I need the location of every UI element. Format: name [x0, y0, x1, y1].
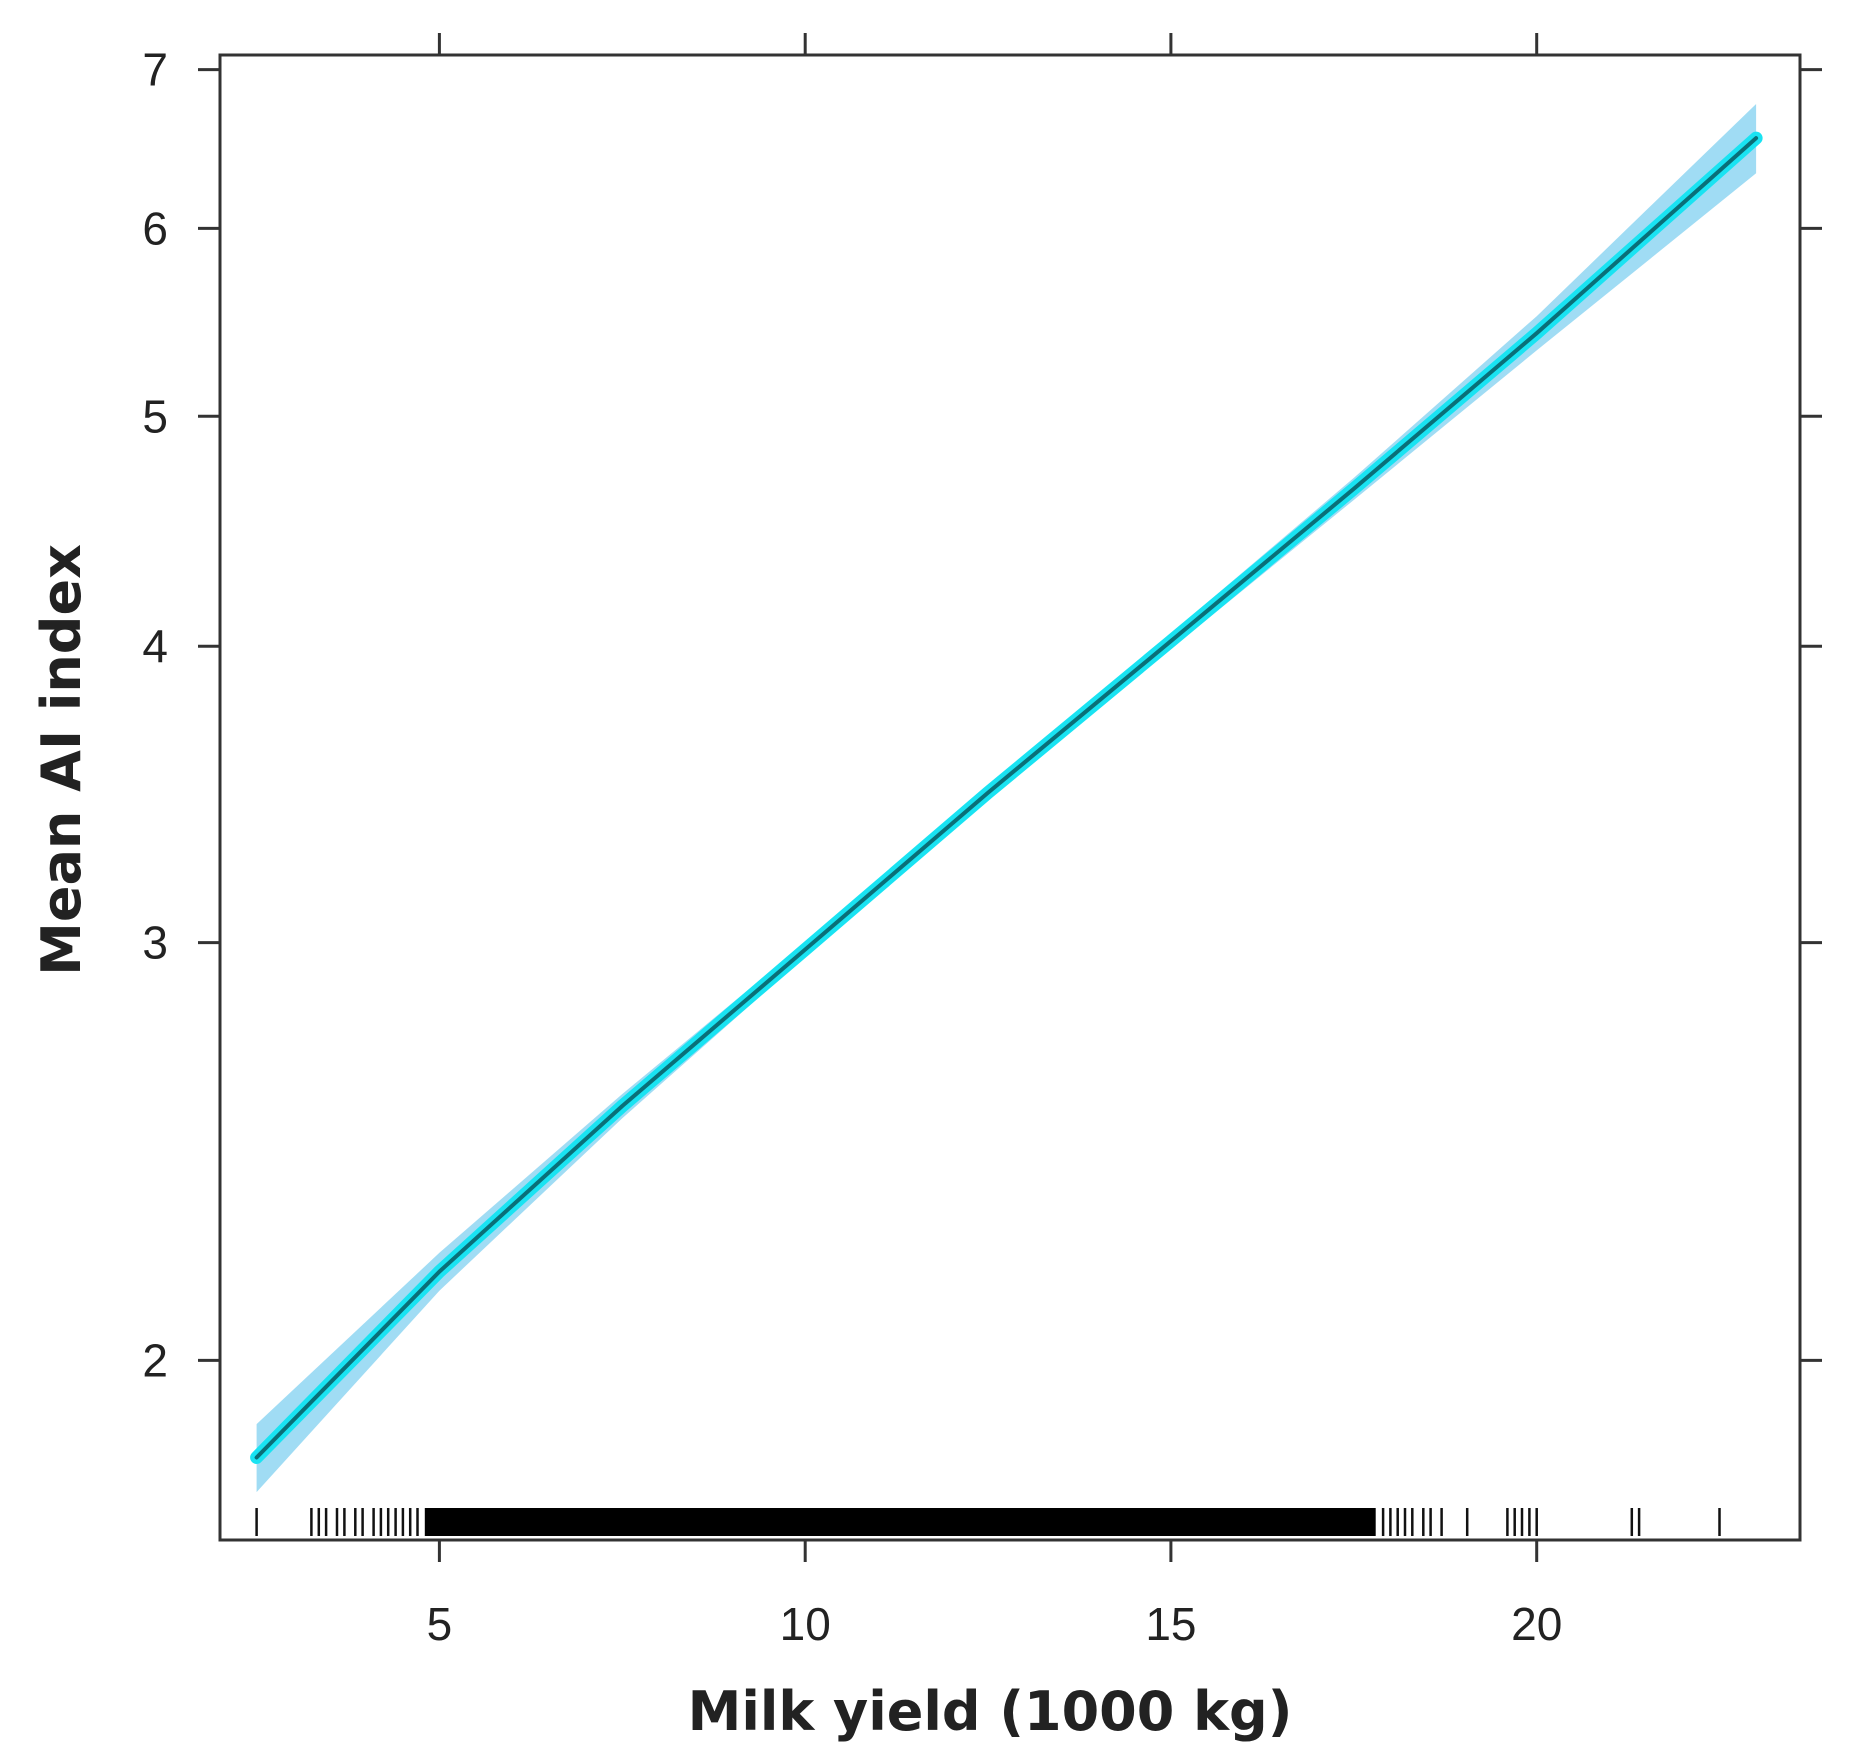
y-tick-label: 4: [142, 620, 168, 672]
y-tick-label: 7: [142, 44, 168, 96]
y-tick-label: 6: [142, 202, 168, 254]
plot-frame: [218, 53, 1802, 1542]
rug-dense-block: [424, 1508, 1376, 1536]
x-tick-label: 15: [1145, 1598, 1196, 1650]
y-tick-label: 2: [142, 1334, 168, 1386]
x-tick-label: 20: [1511, 1598, 1562, 1650]
x-axis-title: Milk yield (1000 kg): [688, 1680, 1293, 1743]
confidence-band: [256, 104, 1757, 1493]
x-tick-label: 5: [427, 1598, 453, 1650]
y-axis-title: Mean AI index: [30, 544, 93, 976]
y-tick-label: 5: [142, 390, 168, 442]
fit-line: [254, 136, 1759, 1460]
y-tick-label: 3: [142, 917, 168, 969]
x-tick-label: 10: [780, 1598, 831, 1650]
